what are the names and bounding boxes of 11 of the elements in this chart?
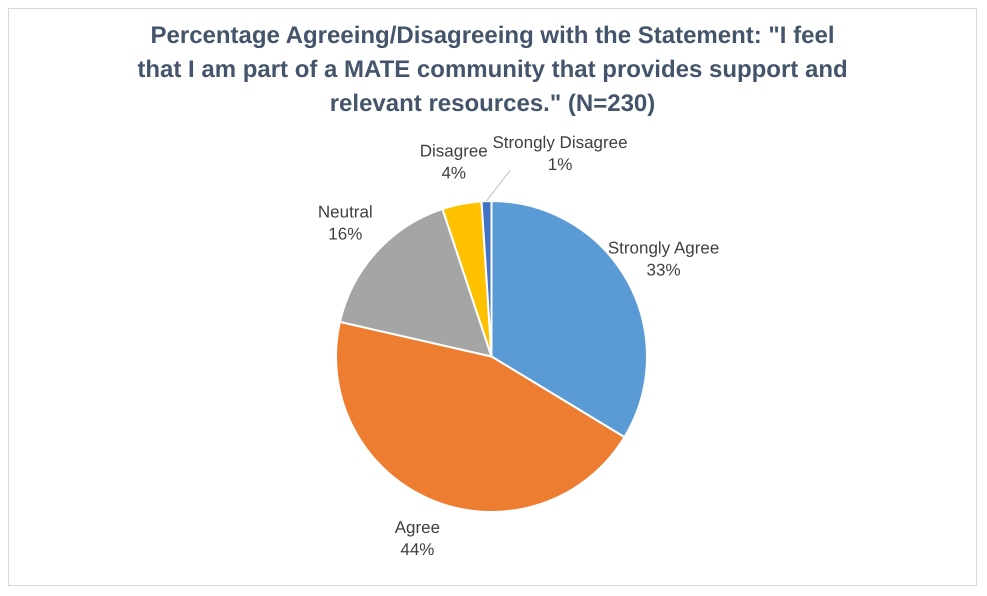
data-label: 33% [646, 260, 681, 280]
slice-label: Disagree [420, 141, 488, 160]
slice-label: Neutral [318, 202, 373, 222]
data-label: 44% [400, 540, 434, 560]
slice-label: Strongly Agree [608, 238, 720, 258]
slice-label: Agree [394, 518, 440, 538]
data-label: 1% [548, 155, 572, 174]
data-label: 4% [441, 163, 466, 182]
data-label: 16% [328, 224, 362, 244]
chart-title: Percentage Agreeing/Disagreeing with the Statement: "I feel that I am part of a MATE community that provides support and relevant resources." (N=230) [136, 21, 849, 119]
slice-label: Strongly Disagree [492, 133, 628, 152]
